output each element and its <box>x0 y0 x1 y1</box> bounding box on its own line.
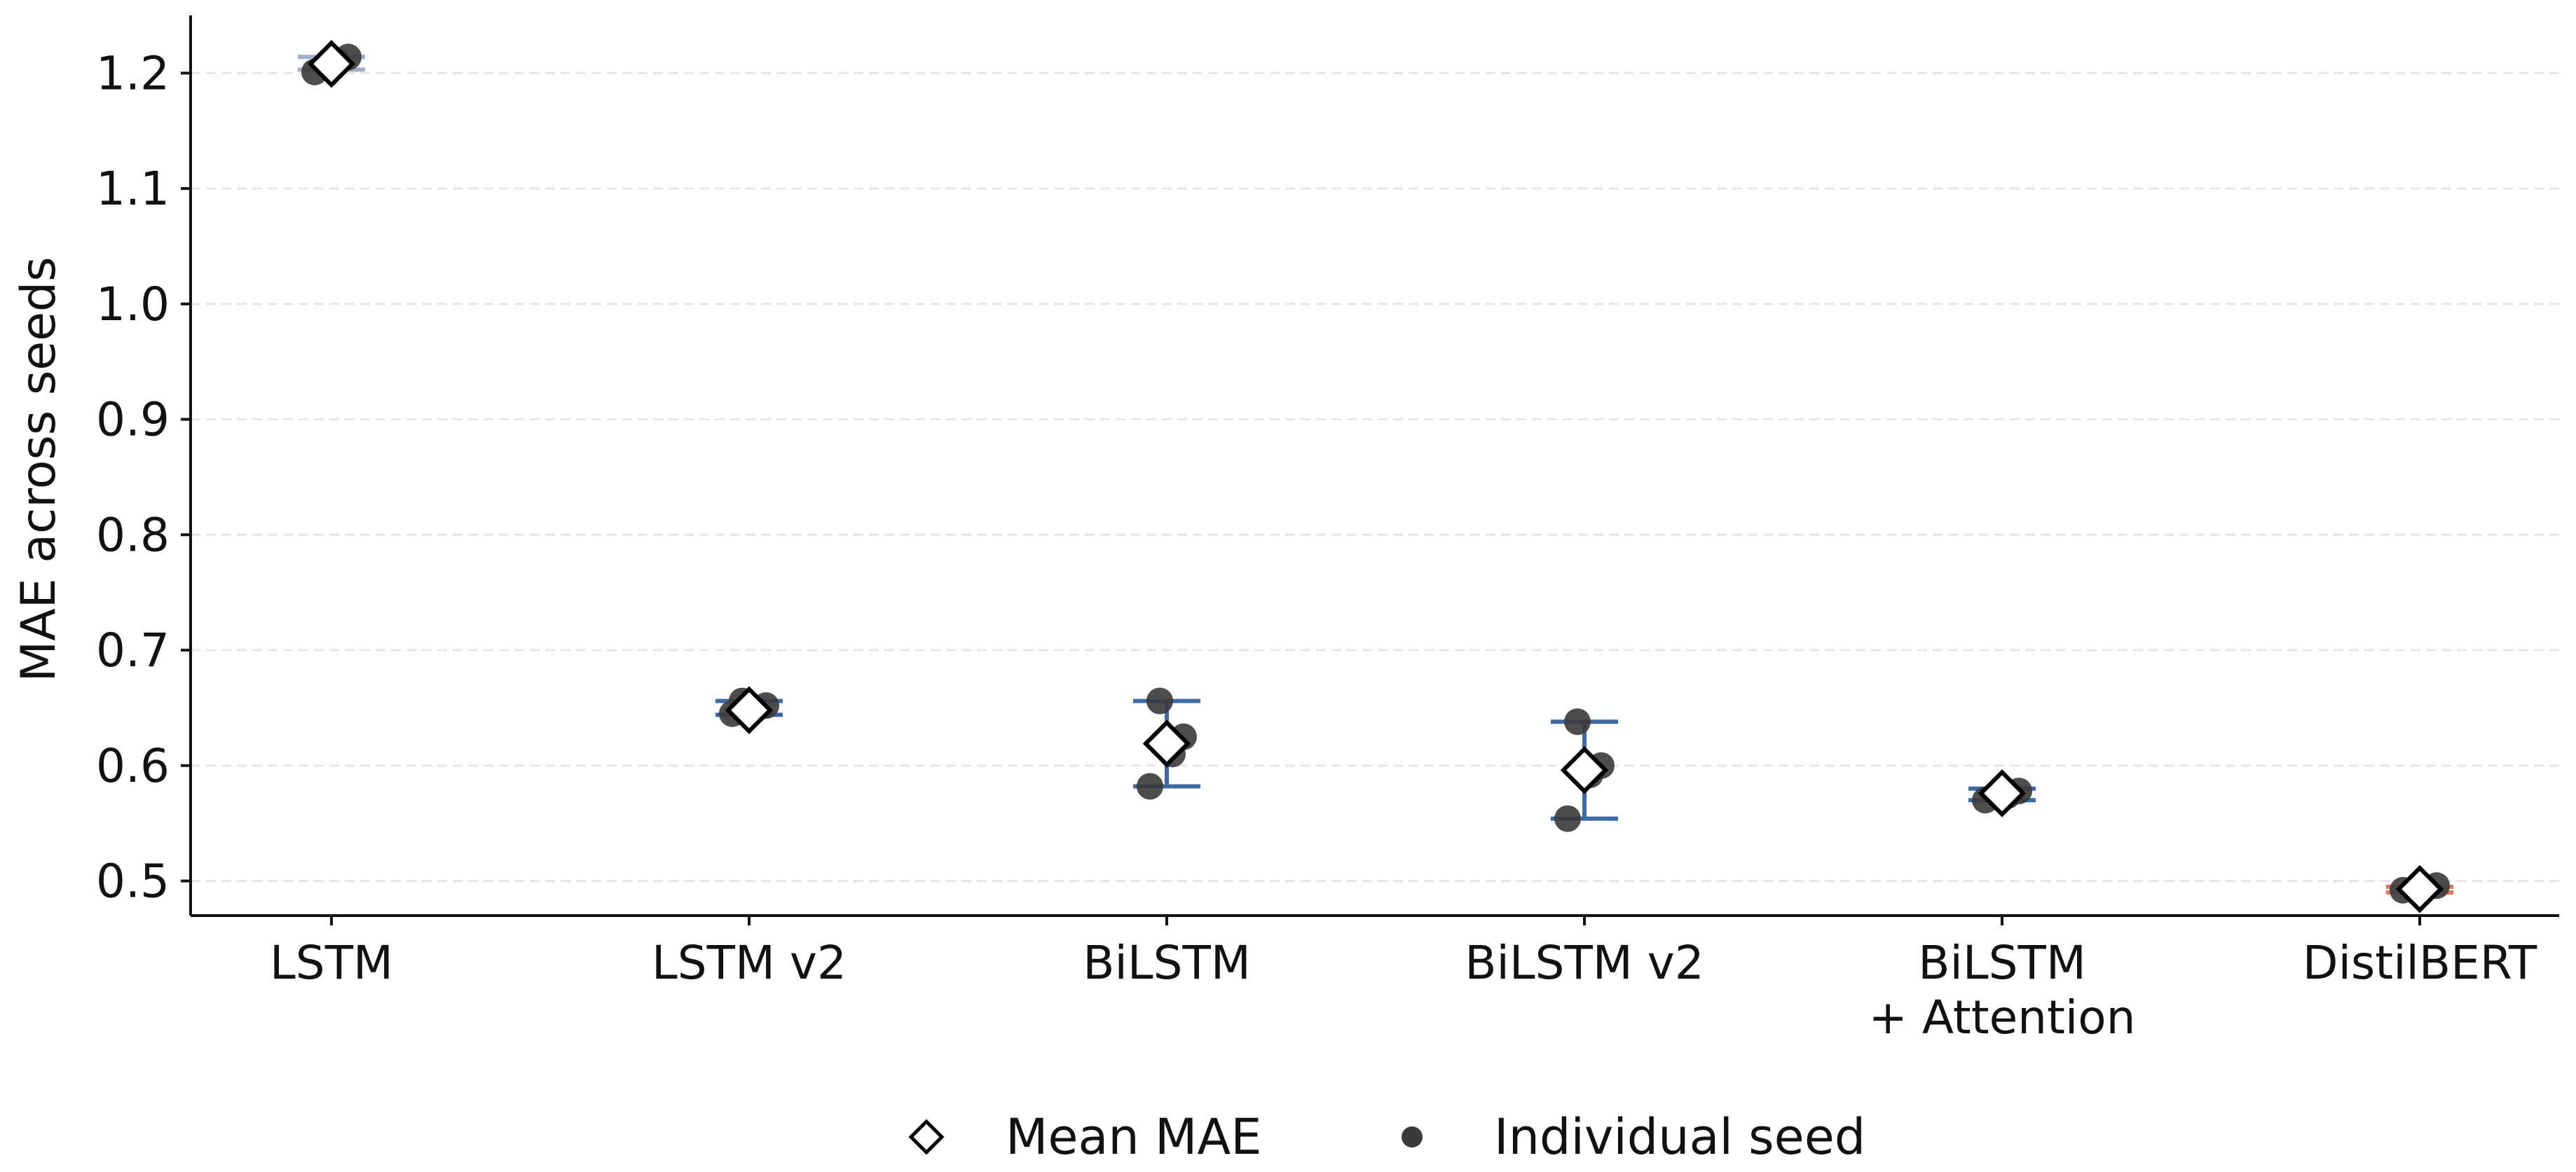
mean-point <box>725 686 774 735</box>
mean-point <box>1978 769 2027 818</box>
legend-mean-label: Mean MAE <box>1006 1108 1261 1166</box>
y-tick-label: 1.0 <box>96 277 170 331</box>
mean-point <box>307 39 356 88</box>
x-tick-label: + Attention <box>1869 991 2136 1045</box>
y-tick-label: 0.5 <box>96 855 170 909</box>
x-tick-label: LSTM v2 <box>652 936 847 990</box>
y-tick-label: 0.8 <box>96 508 170 562</box>
y-tick-label: 0.7 <box>96 623 170 677</box>
error-bars <box>298 55 2453 895</box>
legend-seed-dot-marker <box>1402 1126 1423 1147</box>
mean-markers <box>307 39 2444 914</box>
y-axis-label: MAE across seeds <box>11 256 67 682</box>
y-tick-label: 0.6 <box>96 739 170 793</box>
y-tick-label: 0.9 <box>96 393 170 447</box>
mean-point <box>2395 864 2444 914</box>
x-tick-label: DistilBERT <box>2303 936 2537 990</box>
legend-mean-diamond-marker <box>908 1119 945 1155</box>
y-tick-label: 1.2 <box>96 46 170 100</box>
y-tick-label: 1.1 <box>96 162 170 216</box>
x-tick-label: BiLSTM <box>1083 936 1251 990</box>
legend-seed-label: Individual seed <box>1494 1108 1865 1166</box>
seed-point <box>1137 773 1163 800</box>
x-tick-label: BiLSTM <box>1918 936 2086 990</box>
seed-points <box>301 43 2450 904</box>
grid-lines <box>191 71 2559 883</box>
x-tick-label: BiLSTM v2 <box>1465 936 1704 990</box>
tick-labels: 0.5 0.6 0.7 0.8 0.9 1.0 1.1 1.2 LSTM LSTM v2 BiLST… <box>96 46 2537 1045</box>
seed-point <box>1146 687 1173 715</box>
seed-point <box>1564 708 1591 736</box>
seed-point <box>1554 805 1581 832</box>
x-tick-label: LSTM <box>270 936 393 990</box>
mean-point <box>1560 746 1609 794</box>
legend: Mean MAE Individual seed <box>908 1108 1865 1166</box>
mean-point <box>1142 719 1191 768</box>
axes <box>181 15 2559 925</box>
